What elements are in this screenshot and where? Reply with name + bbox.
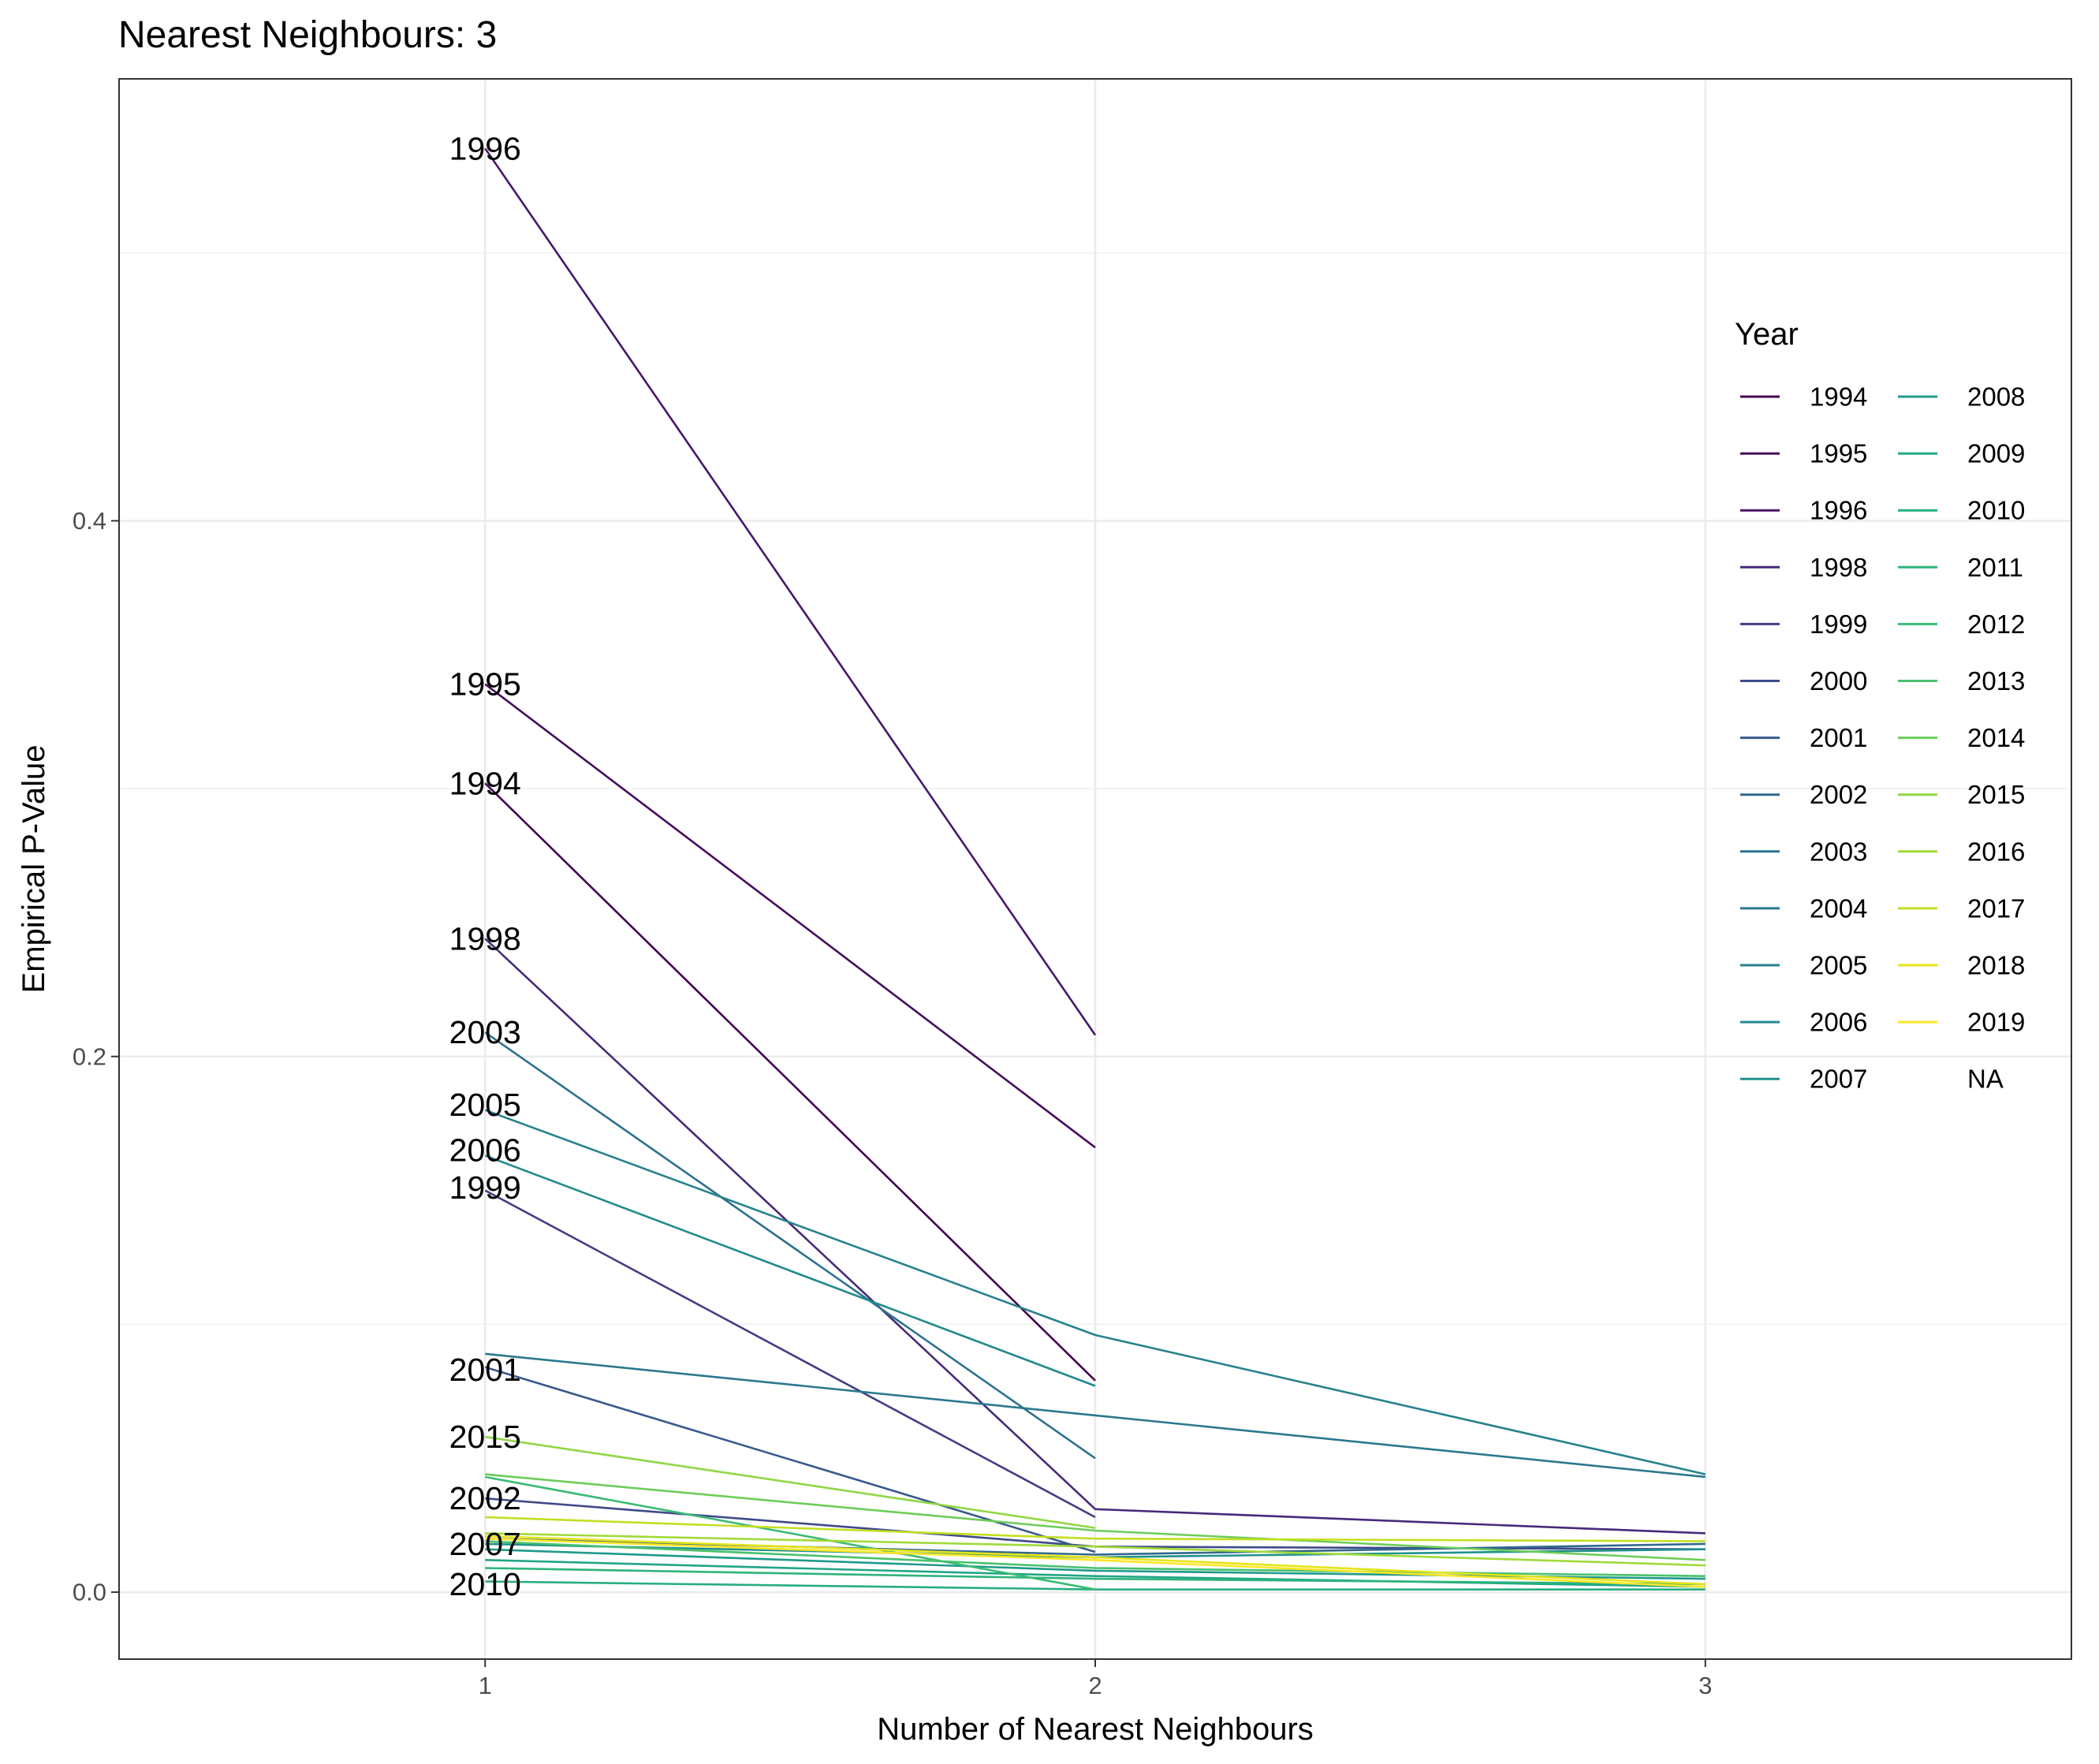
- series-label: 2015: [449, 1419, 521, 1455]
- legend-label: 2007: [1810, 1065, 1867, 1094]
- series-line-2012: [485, 1475, 1096, 1591]
- legend-label: 2019: [1967, 1008, 2025, 1037]
- series-label: 2005: [449, 1087, 521, 1123]
- legend-label: 1995: [1810, 439, 1867, 468]
- legend-label: 2000: [1810, 666, 1867, 696]
- series-label: 1995: [449, 666, 521, 703]
- y-axis-ticks: 0.0 0.2 0.4: [73, 507, 119, 1606]
- series-line-2011: [485, 1567, 1706, 1586]
- legend-label: 2005: [1810, 951, 1867, 980]
- legend-label: 2016: [1967, 837, 2025, 866]
- series-line-2006: [484, 1154, 1096, 1387]
- y-tick-label: 0.2: [73, 1042, 106, 1070]
- y-tick-label: 0.4: [73, 507, 106, 535]
- series-label: 2006: [449, 1132, 521, 1169]
- y-tick-label: 0.0: [73, 1579, 106, 1606]
- series-label: 1994: [449, 765, 521, 801]
- legend-label: NA: [1967, 1065, 2004, 1094]
- legend-label: 2004: [1810, 893, 1867, 923]
- legend-label: 2010: [1967, 496, 2025, 525]
- series-label: 2002: [449, 1480, 521, 1516]
- series-line-2005: [484, 1109, 1706, 1475]
- series-label: 2003: [449, 1014, 521, 1050]
- legend-label: 2014: [1967, 723, 2025, 752]
- legend-label: 2015: [1967, 780, 2025, 809]
- legend-label: 2012: [1967, 610, 2025, 639]
- legend-label: 2006: [1810, 1008, 1867, 1037]
- grid-lines: [119, 79, 2071, 1659]
- series-label: 1996: [449, 130, 521, 166]
- series-label: 2001: [449, 1352, 521, 1388]
- series-line-2004: [485, 1352, 1706, 1479]
- series-line-2018: [485, 1535, 1706, 1586]
- series-label: 1998: [449, 920, 521, 957]
- series-lines: [484, 147, 1706, 1591]
- legend-label: 1999: [1810, 610, 1867, 639]
- series-line-2015: [485, 1435, 1096, 1529]
- legend-label: 2009: [1967, 439, 2025, 468]
- legend-label: 2001: [1810, 723, 1867, 752]
- x-tick-label: 1: [479, 1672, 492, 1699]
- y-axis-title: Empirical P-Value: [17, 745, 51, 994]
- series-line-2014: [485, 1473, 1706, 1561]
- x-tick-label: 2: [1088, 1672, 1102, 1699]
- series-line-1994: [484, 782, 1096, 1382]
- legend-label: 1994: [1810, 382, 1867, 412]
- series-label: 2007: [449, 1526, 521, 1562]
- x-axis-ticks: 1 2 3: [479, 1659, 1712, 1699]
- series-line-1999: [484, 1189, 1096, 1519]
- series-line-2019: [485, 1537, 1706, 1588]
- series-line-2016: [485, 1532, 1706, 1567]
- series-line-2003: [484, 1031, 1096, 1460]
- legend-label: 2011: [1967, 553, 2023, 582]
- legend-title: Year: [1735, 317, 1799, 352]
- legend-label: 2002: [1810, 780, 1867, 809]
- series-line-2017: [485, 1516, 1706, 1542]
- chart-title: Nearest Neighbours: 3: [118, 14, 497, 56]
- legend-label: 1998: [1810, 553, 1867, 582]
- series-label: 2010: [449, 1566, 521, 1602]
- series-line-2013: [485, 1540, 1706, 1577]
- legend-label: 2018: [1967, 951, 2025, 980]
- legend-label: 2008: [1967, 382, 2025, 412]
- series-line-1998: [484, 938, 1706, 1535]
- series-label: 1999: [449, 1169, 521, 1206]
- legend-label: 2017: [1967, 893, 2025, 923]
- x-tick-label: 3: [1698, 1672, 1712, 1699]
- series-line-1996: [484, 147, 1097, 1036]
- series-line-1995: [484, 683, 1096, 1149]
- legend-label: 1996: [1810, 496, 1867, 525]
- x-axis-title: Number of Nearest Neighbours: [877, 1712, 1314, 1747]
- legend-label: 2003: [1810, 837, 1867, 866]
- legend: Year 1994 1995 1996 1998 1999 2000 2001 2002 200…: [1735, 317, 2025, 1094]
- legend-label: 2013: [1967, 666, 2025, 696]
